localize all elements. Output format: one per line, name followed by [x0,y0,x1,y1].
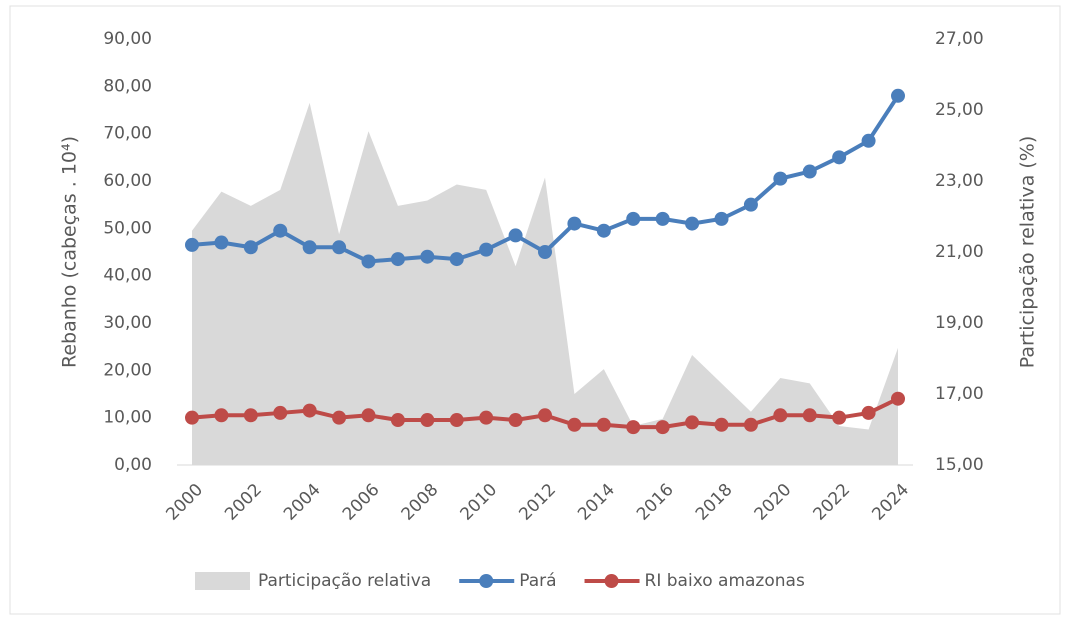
y-tick-label: 40,00 [103,266,152,286]
point [479,242,494,257]
legend-swatch [604,574,619,588]
y-tick-label: 60,00 [103,171,152,191]
y2-tick-label: 17,00 [935,384,984,404]
legend-swatch [195,572,250,590]
point [390,413,405,428]
point [714,211,729,226]
y2-tick-label: 27,00 [935,29,984,49]
point [390,252,405,267]
point [214,235,229,250]
point [861,405,876,420]
point [567,216,582,231]
point [596,223,611,238]
y2-tick-label: 23,00 [935,171,984,191]
point [508,228,523,243]
point [538,408,552,423]
point [891,88,905,103]
legend-label: Participação relativa [258,571,431,591]
legend-swatch [479,574,494,588]
point [743,197,758,212]
y2-tick-label: 15,00 [935,455,984,475]
point [479,410,494,425]
y-tick-label: 30,00 [103,313,152,333]
point [273,223,288,238]
y2-axis-label: Participação relativa (%) [1017,136,1039,369]
point [361,408,376,423]
y-tick-label: 10,00 [103,408,152,428]
point [567,417,582,432]
point [214,408,229,423]
y-tick-label: 90,00 [103,29,152,49]
point [832,410,847,425]
y2-tick-label: 19,00 [935,313,984,333]
y2-tick-label: 25,00 [935,100,984,120]
point [861,133,876,148]
point [832,150,847,165]
point [243,240,258,255]
point [273,405,288,420]
area [192,102,898,466]
point [685,216,700,231]
legend-label: RI baixo amazonas [645,571,805,591]
point [626,211,641,226]
point [802,408,817,423]
point [743,417,758,432]
point [773,171,788,186]
y-tick-label: 50,00 [103,218,152,238]
y-tick-label: 0,00 [114,455,152,475]
legend-label: Pará [519,571,556,591]
point [773,408,788,423]
point [420,413,435,428]
point [243,408,258,423]
point [538,245,552,259]
point [332,410,347,425]
y-tick-label: 70,00 [103,124,152,144]
point [185,237,199,252]
point [626,420,641,435]
point [449,413,464,428]
point [685,415,700,430]
point [714,417,729,432]
point [361,254,376,269]
point [449,252,464,267]
point [891,391,905,406]
point [185,410,199,425]
y-tick-label: 20,00 [103,360,152,380]
point [596,417,611,432]
point [655,420,670,435]
point [420,249,435,264]
point [332,240,347,255]
point [802,164,817,179]
y-axis-label: Rebanho (cabeças . 10⁴) [59,136,81,368]
y2-tick-label: 21,00 [935,242,984,262]
point [302,240,317,255]
point [302,403,317,418]
point [655,211,670,226]
point [508,413,523,428]
y-tick-label: 80,00 [103,76,152,96]
